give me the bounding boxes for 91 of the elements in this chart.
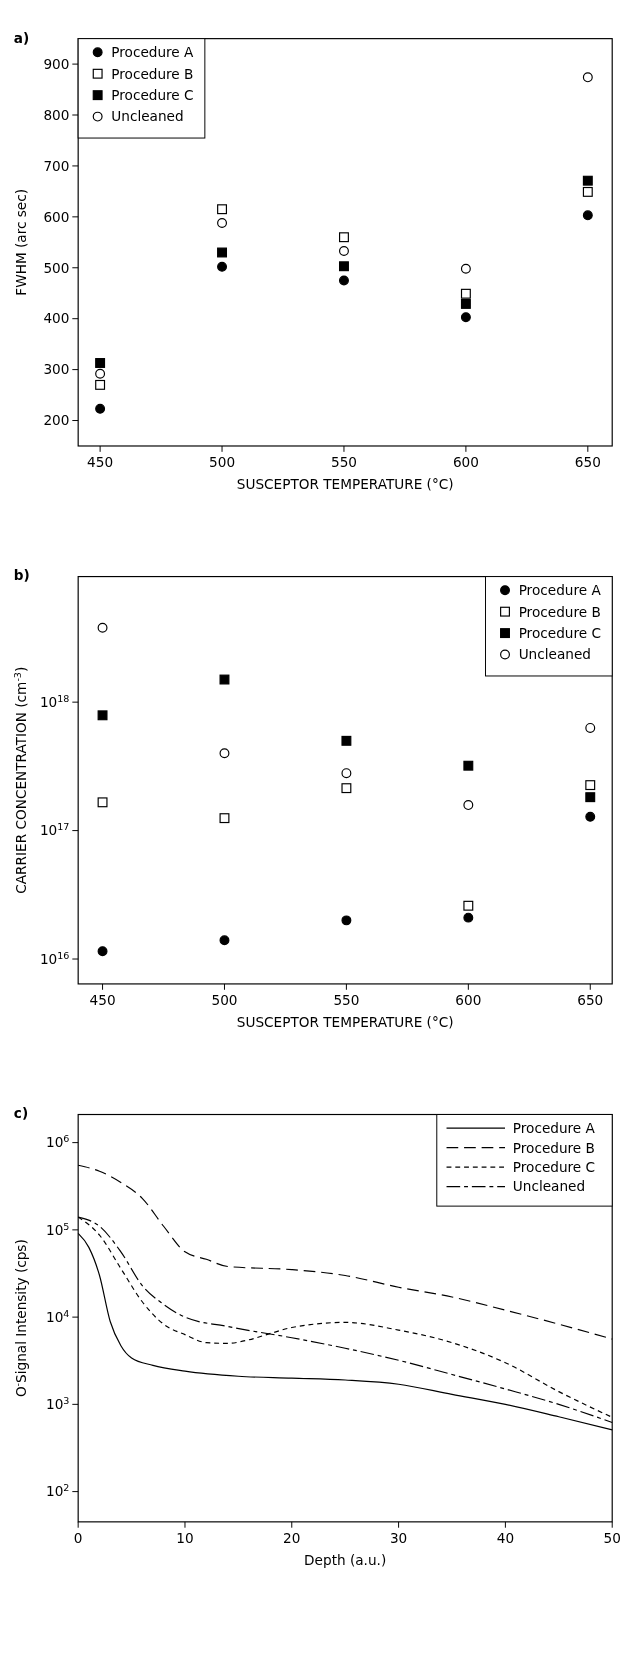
legend-label: Procedure C (512, 1159, 596, 1176)
point (585, 792, 596, 803)
x-tick-label: 50 (603, 1530, 621, 1547)
point (585, 811, 596, 822)
point (460, 312, 471, 323)
y-axis-title: FWHM (arc sec) (12, 188, 29, 296)
x-tick-label: 550 (330, 454, 357, 471)
point (95, 403, 106, 414)
y-tick-label: 10$^{3}$ (45, 1394, 70, 1413)
point (338, 232, 349, 243)
chart-title: a) (13, 29, 30, 46)
legend-label: Procedure A (111, 44, 195, 61)
y-tick-label: 600 (43, 208, 70, 225)
point (341, 783, 352, 794)
point (217, 217, 228, 228)
y-tick-label: 10$^{17}$ (39, 820, 70, 839)
y-tick-label: 400 (43, 310, 70, 327)
point (341, 735, 352, 746)
legend-label: Procedure B (111, 65, 194, 82)
point (463, 800, 474, 811)
point (582, 175, 593, 186)
point (219, 748, 230, 759)
x-tick-label: 650 (574, 454, 601, 471)
x-tick-label: 30 (389, 1530, 408, 1547)
point (585, 780, 596, 791)
legend-label: Uncleaned (111, 108, 184, 125)
point (217, 247, 228, 258)
legend-label: Procedure B (518, 603, 601, 620)
point (463, 760, 474, 771)
legend-label: Procedure A (512, 1120, 596, 1137)
point (217, 204, 228, 215)
y-tick-label: 10$^{16}$ (39, 949, 70, 967)
x-tick-label: 450 (87, 454, 114, 471)
point (97, 622, 108, 633)
point (95, 368, 106, 379)
chart-title: b) (13, 567, 30, 584)
point (217, 261, 228, 272)
point (460, 298, 471, 309)
x-tick-label: 600 (452, 454, 479, 471)
point (341, 768, 352, 779)
point (338, 245, 349, 256)
legend-label: Procedure C (111, 87, 194, 104)
point (97, 797, 108, 808)
point (582, 186, 593, 197)
point (585, 722, 596, 733)
point (582, 72, 593, 83)
y-tick-label: 10$^{18}$ (39, 692, 70, 710)
point (460, 263, 471, 274)
point (582, 210, 593, 221)
point (95, 379, 106, 390)
point (463, 900, 474, 911)
y-tick-label: 10$^{6}$ (45, 1132, 70, 1151)
x-tick-label: 20 (283, 1530, 301, 1547)
x-tick-label: 0 (73, 1530, 83, 1547)
point (97, 946, 108, 957)
x-tick-label: 550 (333, 992, 360, 1009)
x-tick-label: 40 (496, 1530, 515, 1547)
y-tick-label: 900 (43, 55, 70, 72)
point (341, 915, 352, 926)
point (219, 935, 230, 946)
x-tick-label: 500 (209, 454, 236, 471)
x-tick-label: 600 (455, 992, 482, 1009)
point (97, 710, 108, 721)
point (338, 261, 349, 272)
x-axis-title: Depth (a.u.) (304, 1551, 387, 1568)
x-tick-label: 10 (176, 1530, 194, 1547)
chart-title: c) (13, 1105, 29, 1122)
point (95, 358, 106, 368)
x-axis-title: SUSCEPTOR TEMPERATURE (°C) (236, 475, 454, 492)
y-tick-label: 10$^{4}$ (45, 1307, 70, 1325)
legend-label: Procedure C (518, 624, 601, 641)
legend-label: Uncleaned (512, 1178, 586, 1195)
x-tick-label: 500 (211, 992, 238, 1009)
x-tick-label: 450 (89, 992, 116, 1009)
legend-label: Procedure B (512, 1139, 595, 1156)
y-tick-label: 10$^{2}$ (45, 1481, 70, 1500)
x-tick-label: 650 (577, 992, 604, 1009)
y-tick-label: 800 (43, 106, 70, 123)
y-tick-label: 200 (43, 412, 70, 429)
y-tick-label: 10$^{5}$ (45, 1220, 70, 1238)
y-tick-label: 300 (43, 361, 70, 378)
point (460, 288, 471, 299)
point (219, 674, 230, 685)
point (219, 813, 230, 824)
y-tick-label: 700 (43, 157, 70, 174)
x-axis-title: SUSCEPTOR TEMPERATURE (°C) (236, 1013, 454, 1030)
legend-label: Procedure A (518, 582, 602, 599)
legend-label: Uncleaned (518, 646, 591, 663)
y-tick-label: 500 (43, 259, 70, 276)
point (463, 912, 474, 923)
point (338, 275, 349, 286)
